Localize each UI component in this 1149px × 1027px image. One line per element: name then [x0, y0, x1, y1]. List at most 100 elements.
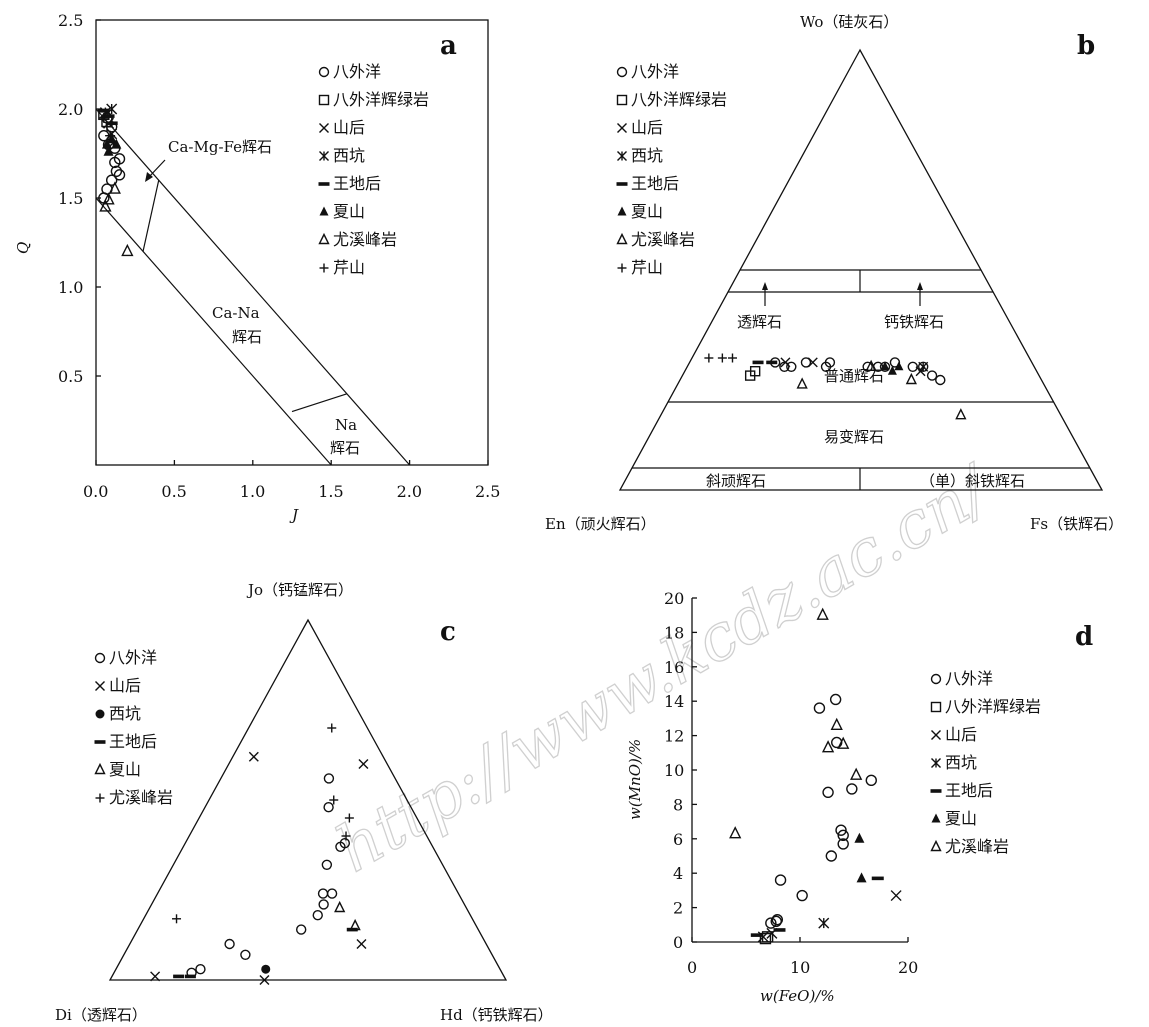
panel-a-point	[108, 181, 121, 194]
panel-a-y-tick-label: 1.0	[58, 278, 83, 297]
panel-d-x-ticks: 0 10 20	[687, 937, 918, 977]
panel-b-point	[766, 360, 778, 365]
legend-label: 西坑	[945, 753, 977, 772]
legend-label: 八外洋	[333, 62, 381, 81]
panel-d-point	[871, 876, 884, 881]
legend-label: 王地后	[631, 174, 679, 193]
panel-a-y-tick-label: 2.0	[58, 100, 83, 119]
panel-a-x-tick-label: 2.5	[475, 482, 500, 501]
panel-b-field-clinoenstatite: 斜顽辉石	[706, 472, 766, 490]
legend-label: 八外洋辉绿岩	[631, 90, 727, 109]
panel-d-y-tick-label: 4	[673, 864, 683, 883]
panel-d-x-tick-label: 20	[898, 958, 918, 977]
panel-b-points	[704, 353, 967, 420]
panel-d-point	[837, 838, 849, 850]
panel-a-boundary-line	[95, 108, 411, 466]
panel-b-point	[894, 361, 904, 371]
panel-b-point	[918, 361, 929, 372]
panel-d-y-tick-label: 16	[664, 658, 684, 677]
panel-b-point	[905, 372, 917, 385]
panel-d-point	[774, 874, 787, 886]
panel-c-point	[349, 918, 361, 931]
panel-d-point	[850, 767, 863, 780]
panel-d-point	[813, 702, 826, 714]
panel-a-region-arrowhead	[145, 172, 153, 182]
panel-a-point	[99, 199, 112, 212]
legend-marker-plus	[617, 263, 627, 273]
panel-b-field-diopside: 透辉石	[737, 313, 782, 331]
legend-marker-star	[931, 758, 941, 768]
panel-c-point	[321, 859, 333, 870]
panel-c-point	[224, 938, 235, 950]
panel-d-y-tick-label: 6	[673, 830, 683, 849]
panel-b-letter: b	[1077, 31, 1095, 61]
panel-a-y-label: Q	[14, 242, 32, 254]
legend-label: 西坑	[333, 146, 365, 165]
panel-c-apex-top: Jo（钙锰辉石）	[246, 581, 353, 599]
panel-b-field-pigeonite: 易变辉石	[824, 428, 884, 446]
panel-d-point	[818, 917, 830, 929]
legend-label: 八外洋	[109, 648, 157, 667]
panel-b-point	[865, 359, 877, 371]
panel-a-point	[101, 138, 112, 149]
panel-c-points	[150, 723, 369, 985]
panel-d-point	[821, 740, 835, 753]
panel-c-point	[259, 975, 270, 985]
legend-marker-circle	[616, 66, 628, 78]
legend-marker-square	[930, 701, 942, 713]
legend-marker-square	[318, 94, 330, 106]
legend-label: 夏山	[631, 202, 663, 221]
panel-c-point	[248, 751, 259, 762]
legend-marker-tri-filled	[617, 206, 627, 216]
panel-d-point	[759, 932, 772, 945]
legend-label: 芹山	[333, 258, 365, 277]
legend-marker-plus	[319, 263, 329, 273]
legend-marker-circle	[930, 673, 942, 685]
panel-b-point	[717, 353, 727, 363]
panel-b-point	[780, 357, 791, 368]
panel-a-point	[102, 192, 115, 205]
panel-c-triangle	[108, 618, 508, 981]
panel-b-field-clinoferrosilite: （单）斜铁辉石	[920, 472, 1025, 490]
panel-b-point	[887, 365, 897, 375]
panel-c-point	[323, 773, 335, 784]
panel-c-letter: c	[440, 617, 456, 647]
panel-b-pyroxene-quadrilateral: Wo（硅灰石） En（顽火辉石） Fs（铁辉石） b 透辉石 钙铁辉石 普通辉石…	[545, 13, 1123, 533]
panel-a-frame	[95, 19, 489, 466]
panel-d-y-tick-label: 0	[673, 933, 683, 952]
legend-marker-dash	[930, 789, 942, 793]
legend-label: 王地后	[945, 781, 993, 800]
panel-b-arrowhead	[917, 282, 923, 290]
panel-a-y-tick-label: 1.5	[58, 189, 83, 208]
panel-b-point	[926, 370, 938, 381]
panel-c-point	[318, 899, 329, 910]
legend-marker-dash	[616, 182, 628, 186]
panel-d-y-tick-label: 18	[664, 623, 684, 642]
panel-b-arrowhead	[762, 282, 768, 290]
panel-c-point	[329, 795, 339, 805]
panel-c-point	[356, 939, 367, 949]
panel-c-apex-left: Di（透辉石）	[55, 1006, 147, 1024]
panel-d-point	[865, 774, 877, 787]
panel-c-point	[184, 974, 196, 979]
legend-marker-square	[616, 94, 628, 106]
panel-a-y-tick-label: 0.5	[58, 367, 83, 386]
legend-label: 芹山	[631, 258, 663, 277]
legend-marker-plus	[95, 793, 105, 803]
panel-d-point	[856, 872, 867, 883]
panel-b-point	[786, 361, 797, 372]
panel-a-point	[106, 133, 117, 144]
panel-c-point	[317, 888, 329, 899]
panel-a-region-na-2: 辉石	[330, 439, 360, 457]
legend-label: 夏山	[333, 202, 365, 221]
panel-b-frame	[618, 48, 1104, 491]
legend-label: 八外洋	[945, 669, 993, 688]
panel-a-x-label: J	[289, 506, 299, 524]
panel-b-point	[727, 353, 737, 363]
legend-label: 王地后	[333, 174, 381, 193]
panel-d-x-tick-label: 10	[790, 958, 810, 977]
panel-a-points	[97, 103, 134, 257]
panel-d-point	[846, 783, 858, 795]
